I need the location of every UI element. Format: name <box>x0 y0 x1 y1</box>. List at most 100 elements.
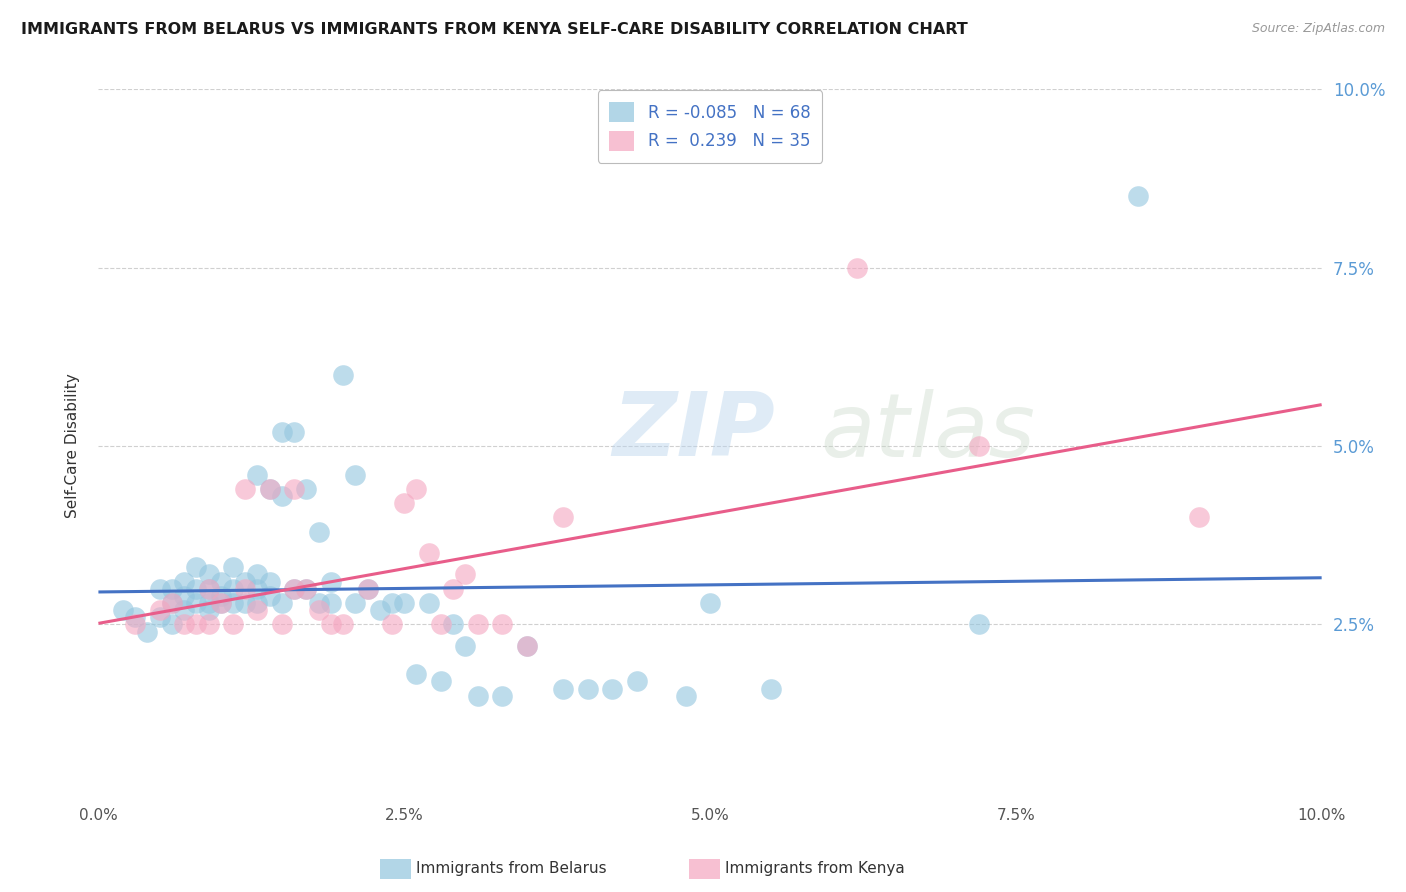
Point <box>516 639 538 653</box>
Text: ZIP: ZIP <box>612 388 775 475</box>
Point <box>197 567 219 582</box>
Point <box>1188 510 1211 524</box>
Point <box>381 617 404 632</box>
Point <box>967 439 990 453</box>
Point <box>270 596 292 610</box>
Point <box>308 596 330 610</box>
Point <box>392 596 416 610</box>
Point <box>441 582 464 596</box>
Point <box>186 596 208 610</box>
Point <box>467 689 489 703</box>
Text: Immigrants from Belarus: Immigrants from Belarus <box>416 862 607 876</box>
Point <box>759 681 782 696</box>
Legend: R = -0.085   N = 68, R =  0.239   N = 35: R = -0.085 N = 68, R = 0.239 N = 35 <box>598 90 823 162</box>
Point <box>344 467 367 482</box>
Point <box>418 546 440 560</box>
Point <box>197 582 219 596</box>
Point <box>222 560 245 574</box>
Point <box>197 617 219 632</box>
Point <box>259 482 281 496</box>
Point <box>491 617 513 632</box>
Point <box>295 482 318 496</box>
Point <box>675 689 697 703</box>
Point <box>246 467 269 482</box>
Point <box>418 596 440 610</box>
Point <box>1128 189 1150 203</box>
Point <box>295 582 318 596</box>
Point <box>283 482 305 496</box>
Point <box>516 639 538 653</box>
Point <box>319 596 342 610</box>
Point <box>246 567 269 582</box>
Point <box>173 603 195 617</box>
Point <box>283 425 305 439</box>
Point <box>173 589 195 603</box>
Point <box>491 689 513 703</box>
Point <box>233 574 256 589</box>
Point <box>553 510 575 524</box>
Point <box>222 582 245 596</box>
Point <box>160 596 183 610</box>
Point <box>124 617 146 632</box>
Point <box>136 624 159 639</box>
Point <box>405 482 427 496</box>
Point <box>467 617 489 632</box>
Point <box>553 681 575 696</box>
Point <box>222 617 245 632</box>
Point <box>356 582 378 596</box>
Point <box>392 496 416 510</box>
Point <box>368 603 391 617</box>
Point <box>209 596 232 610</box>
Point <box>259 482 281 496</box>
Point <box>197 596 219 610</box>
Point <box>319 617 342 632</box>
Point <box>699 596 721 610</box>
Point <box>111 603 134 617</box>
Point <box>233 482 256 496</box>
Point <box>222 596 245 610</box>
Point <box>441 617 464 632</box>
Point <box>149 603 172 617</box>
Point <box>173 617 195 632</box>
Point <box>405 667 427 681</box>
Point <box>209 596 232 610</box>
Point <box>186 617 208 632</box>
Point <box>209 574 232 589</box>
Point <box>283 582 305 596</box>
Point <box>967 617 990 632</box>
Point <box>233 596 256 610</box>
Point <box>356 582 378 596</box>
Point <box>319 574 342 589</box>
Point <box>149 610 172 624</box>
Point <box>332 617 354 632</box>
Y-axis label: Self-Care Disability: Self-Care Disability <box>65 374 80 518</box>
Point <box>270 617 292 632</box>
Point <box>173 574 195 589</box>
Point <box>344 596 367 610</box>
Point <box>308 524 330 539</box>
Point <box>308 603 330 617</box>
Point <box>160 617 183 632</box>
Point <box>149 582 172 596</box>
Point <box>454 567 477 582</box>
Point <box>246 603 269 617</box>
Point <box>430 617 453 632</box>
Point <box>381 596 404 610</box>
Point <box>600 681 623 696</box>
Point <box>186 560 208 574</box>
Point <box>454 639 477 653</box>
Point <box>259 574 281 589</box>
Text: IMMIGRANTS FROM BELARUS VS IMMIGRANTS FROM KENYA SELF-CARE DISABILITY CORRELATIO: IMMIGRANTS FROM BELARUS VS IMMIGRANTS FR… <box>21 22 967 37</box>
Point <box>626 674 648 689</box>
Point <box>160 582 183 596</box>
Text: Immigrants from Kenya: Immigrants from Kenya <box>725 862 905 876</box>
Point <box>233 582 256 596</box>
Point <box>209 589 232 603</box>
Point <box>283 582 305 596</box>
Point <box>259 589 281 603</box>
Point <box>186 582 208 596</box>
Point <box>246 596 269 610</box>
Text: atlas: atlas <box>820 389 1035 475</box>
Point <box>270 489 292 503</box>
Text: Source: ZipAtlas.com: Source: ZipAtlas.com <box>1251 22 1385 36</box>
